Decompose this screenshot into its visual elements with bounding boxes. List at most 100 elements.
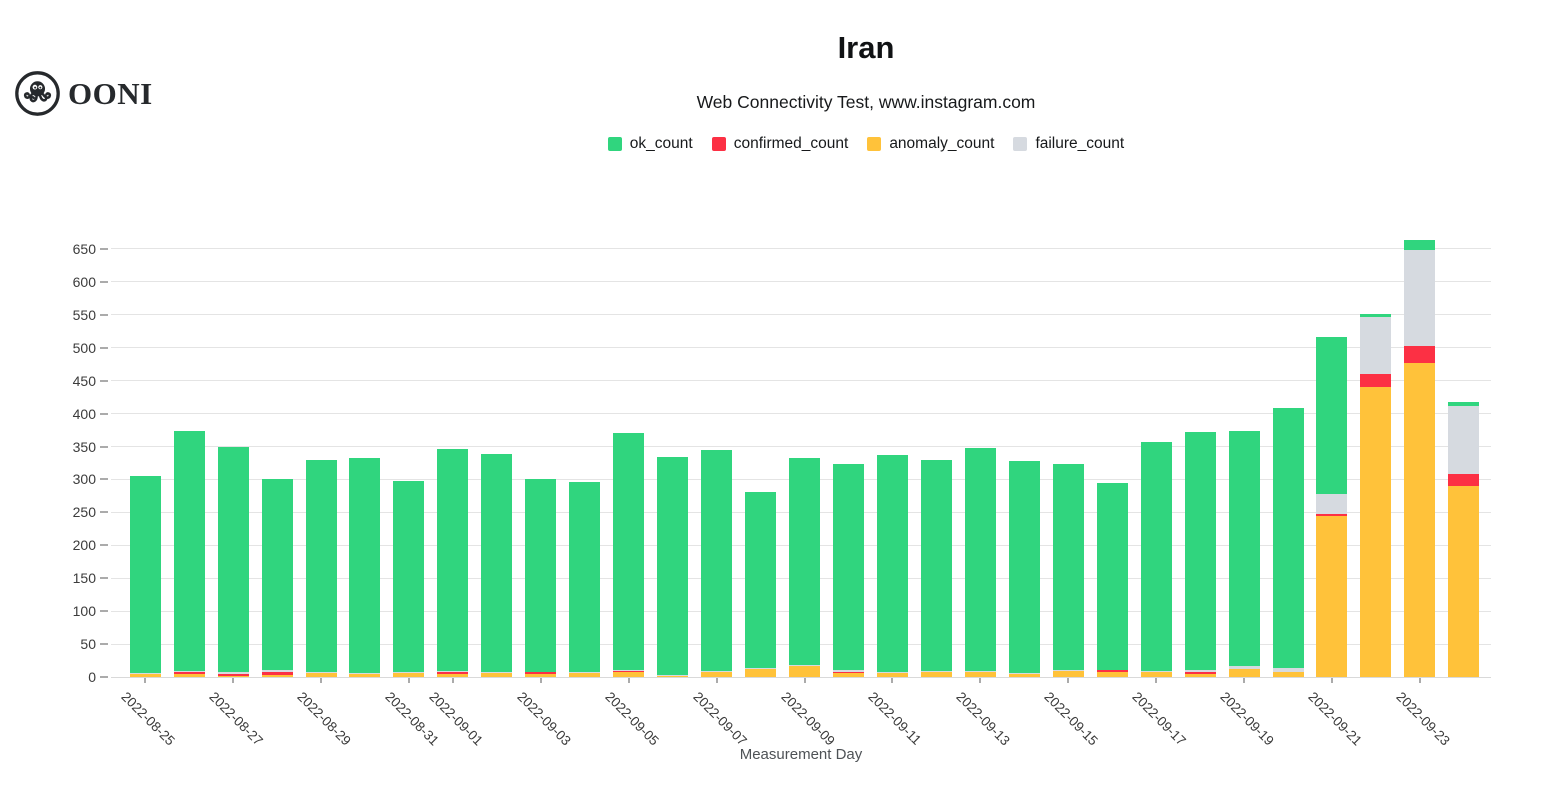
bar-segment-confirmed_count[interactable] <box>173 672 205 675</box>
bar-segment-failure_count[interactable] <box>1360 317 1392 375</box>
bar-segment-failure_count[interactable] <box>481 671 513 673</box>
bar-segment-failure_count[interactable] <box>173 671 205 673</box>
bar-segment-confirmed_count[interactable] <box>1184 671 1216 674</box>
bar-segment-anomaly_count[interactable] <box>657 675 689 677</box>
bar-segment-anomaly_count[interactable] <box>789 666 821 677</box>
bar-segment-anomaly_count[interactable] <box>173 674 205 677</box>
bar-segment-confirmed_count[interactable] <box>613 671 645 673</box>
bar-segment-failure_count[interactable] <box>876 672 908 674</box>
bar-segment-ok_count[interactable] <box>1448 401 1480 406</box>
bar-segment-ok_count[interactable] <box>1404 240 1436 251</box>
bar-segment-confirmed_count[interactable] <box>1316 513 1348 516</box>
bar-segment-failure_count[interactable] <box>437 671 469 672</box>
bar-segment-ok_count[interactable] <box>349 457 381 674</box>
bar-segment-ok_count[interactable] <box>305 459 337 673</box>
bar-segment-ok_count[interactable] <box>1272 408 1304 669</box>
bar-segment-ok_count[interactable] <box>701 449 733 672</box>
bar-segment-failure_count[interactable] <box>964 671 996 672</box>
bar-segment-anomaly_count[interactable] <box>305 673 337 677</box>
legend-item-failure_count[interactable]: failure_count <box>1013 135 1124 153</box>
bar-segment-confirmed_count[interactable] <box>261 671 293 675</box>
bar-segment-ok_count[interactable] <box>1096 482 1128 670</box>
bar-segment-ok_count[interactable] <box>1140 441 1172 672</box>
bar-segment-confirmed_count[interactable] <box>217 674 249 676</box>
bar-segment-ok_count[interactable] <box>1184 432 1216 671</box>
bar-segment-anomaly_count[interactable] <box>349 674 381 677</box>
bar-segment-failure_count[interactable] <box>789 665 821 667</box>
bar-segment-failure_count[interactable] <box>261 670 293 672</box>
bar-segment-anomaly_count[interactable] <box>437 673 469 677</box>
bar-segment-ok_count[interactable] <box>173 430 205 672</box>
bar-segment-ok_count[interactable] <box>920 459 952 672</box>
bar-segment-ok_count[interactable] <box>613 433 645 670</box>
bar-segment-anomaly_count[interactable] <box>1272 671 1304 677</box>
bar-segment-ok_count[interactable] <box>261 479 293 671</box>
bar-segment-anomaly_count[interactable] <box>393 672 425 677</box>
bar-segment-confirmed_count[interactable] <box>1448 474 1480 487</box>
bar-segment-failure_count[interactable] <box>657 675 689 676</box>
bar-segment-failure_count[interactable] <box>349 673 381 675</box>
bar-segment-anomaly_count[interactable] <box>701 672 733 677</box>
bar-segment-anomaly_count[interactable] <box>832 673 864 677</box>
bar-segment-confirmed_count[interactable] <box>525 671 557 674</box>
bar-segment-failure_count[interactable] <box>1404 250 1436 346</box>
bar-segment-ok_count[interactable] <box>481 454 513 672</box>
bar-segment-ok_count[interactable] <box>129 476 161 674</box>
bar-segment-failure_count[interactable] <box>1052 670 1084 672</box>
bar-segment-anomaly_count[interactable] <box>481 672 513 677</box>
bar-segment-ok_count[interactable] <box>437 449 469 672</box>
bar-segment-failure_count[interactable] <box>832 670 864 672</box>
bar-segment-confirmed_count[interactable] <box>1404 345 1436 363</box>
bar-segment-ok_count[interactable] <box>789 458 821 666</box>
bar-segment-failure_count[interactable] <box>745 668 777 670</box>
bar-segment-anomaly_count[interactable] <box>745 669 777 677</box>
bar-segment-anomaly_count[interactable] <box>964 671 996 677</box>
bar-segment-ok_count[interactable] <box>1316 337 1348 494</box>
bar-segment-anomaly_count[interactable] <box>1404 362 1436 677</box>
bar-segment-ok_count[interactable] <box>569 482 601 673</box>
bar-segment-failure_count[interactable] <box>393 671 425 673</box>
bar-segment-ok_count[interactable] <box>1228 431 1260 666</box>
bar-segment-anomaly_count[interactable] <box>1360 386 1392 677</box>
bar-segment-failure_count[interactable] <box>217 671 249 675</box>
legend-item-ok_count[interactable]: ok_count <box>607 135 693 153</box>
bar-segment-anomaly_count[interactable] <box>217 675 249 677</box>
bar-segment-failure_count[interactable] <box>1272 668 1304 672</box>
bar-segment-anomaly_count[interactable] <box>129 674 161 677</box>
bar-segment-ok_count[interactable] <box>745 491 777 669</box>
legend-item-anomaly_count[interactable]: anomaly_count <box>867 135 994 153</box>
bar-segment-failure_count[interactable] <box>920 671 952 673</box>
bar-segment-anomaly_count[interactable] <box>1096 671 1128 677</box>
bar-segment-ok_count[interactable] <box>657 457 689 675</box>
bar-segment-confirmed_count[interactable] <box>832 671 864 674</box>
bar-segment-failure_count[interactable] <box>1448 405 1480 475</box>
bar-segment-failure_count[interactable] <box>305 672 337 674</box>
bar-segment-anomaly_count[interactable] <box>1316 515 1348 677</box>
bar-segment-failure_count[interactable] <box>129 673 161 675</box>
bar-segment-anomaly_count[interactable] <box>1448 486 1480 677</box>
bar-segment-confirmed_count[interactable] <box>1096 669 1128 672</box>
bar-segment-failure_count[interactable] <box>613 669 645 672</box>
bar-segment-failure_count[interactable] <box>569 672 601 674</box>
bar-segment-ok_count[interactable] <box>1360 314 1392 318</box>
bar-segment-anomaly_count[interactable] <box>1052 671 1084 677</box>
bar-segment-anomaly_count[interactable] <box>569 673 601 677</box>
bar-segment-anomaly_count[interactable] <box>261 675 293 677</box>
legend-item-confirmed_count[interactable]: confirmed_count <box>711 135 848 153</box>
bar-segment-anomaly_count[interactable] <box>613 672 645 677</box>
bar-segment-anomaly_count[interactable] <box>1008 673 1040 677</box>
bar-segment-ok_count[interactable] <box>832 464 864 671</box>
bar-segment-confirmed_count[interactable] <box>1360 374 1392 387</box>
bar-segment-ok_count[interactable] <box>525 479 557 672</box>
bar-segment-ok_count[interactable] <box>393 480 425 672</box>
bar-segment-ok_count[interactable] <box>217 446 249 672</box>
bar-segment-failure_count[interactable] <box>701 671 733 673</box>
bar-segment-anomaly_count[interactable] <box>525 673 557 677</box>
bar-segment-failure_count[interactable] <box>1228 665 1260 670</box>
bar-segment-anomaly_count[interactable] <box>920 672 952 677</box>
bar-segment-failure_count[interactable] <box>1008 673 1040 674</box>
bar-segment-anomaly_count[interactable] <box>1140 672 1172 677</box>
bar-segment-failure_count[interactable] <box>1316 493 1348 514</box>
bar-segment-confirmed_count[interactable] <box>437 671 469 674</box>
bar-segment-ok_count[interactable] <box>1008 461 1040 674</box>
